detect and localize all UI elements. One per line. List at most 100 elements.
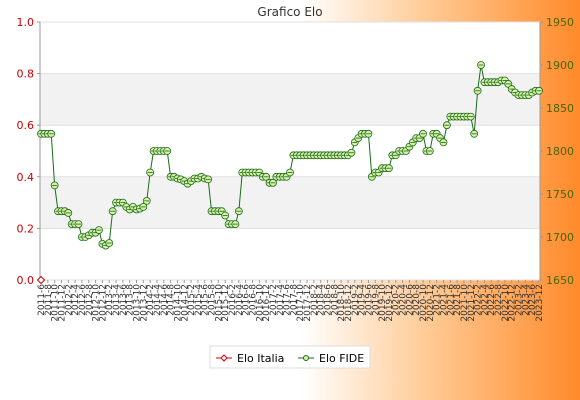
legend-fide-label: Elo FIDE <box>319 352 364 365</box>
x-tick-label: 2017-6 <box>283 284 293 316</box>
x-tick-label: 2017-2 <box>269 284 279 316</box>
x-tick-label: 2012-2 <box>64 284 74 316</box>
x-tick-label: 2018-2 <box>310 284 320 316</box>
fide-point <box>385 164 393 173</box>
x-tick-label: 2013-4 <box>112 284 122 316</box>
right-tick-label: 1950 <box>546 16 574 29</box>
x-tick-label: 2019-12 <box>385 284 395 322</box>
x-tick-label: 2015-10 <box>214 284 224 322</box>
x-tick-label: 2019-8 <box>371 284 381 316</box>
fide-point <box>50 181 59 190</box>
x-tick-label: 2022-10 <box>501 284 511 322</box>
right-axis: 1650 1700 1750 1800 1850 1900 1950 <box>539 16 574 287</box>
fide-point <box>231 220 240 229</box>
legend: Elo Italia Elo FIDE <box>209 345 371 369</box>
right-tick-label: 1800 <box>546 145 574 158</box>
x-tick-label: 2014-6 <box>160 284 170 316</box>
x-tick-label: 2016-4 <box>235 284 245 316</box>
x-tick-label: 2020-8 <box>412 284 422 316</box>
left-tick-label: 0.4 <box>17 171 35 184</box>
x-tick-label: 2022-4 <box>480 284 490 316</box>
x-axis: 2011-62011-82011-102011-122012-22012-420… <box>37 280 545 322</box>
fide-point <box>163 147 172 155</box>
x-tick-label: 2012-6 <box>78 284 88 316</box>
x-tick-label: 2021-10 <box>460 284 470 322</box>
x-tick-label: 2017-12 <box>303 284 313 322</box>
right-tick-label: 1850 <box>546 102 574 115</box>
x-tick-label: 2012-4 <box>71 284 81 316</box>
x-tick-label: 2019-10 <box>378 284 388 322</box>
x-tick-label: 2017-4 <box>276 284 286 316</box>
x-tick-label: 2013-2 <box>105 284 115 316</box>
x-tick-label: 2013-8 <box>126 284 136 316</box>
x-tick-label: 2023-2 <box>515 284 525 316</box>
right-tick-label: 1650 <box>546 274 574 287</box>
fide-point <box>108 207 117 216</box>
fide-point <box>364 129 373 138</box>
fide-point <box>535 86 543 95</box>
x-tick-label: 2023-12 <box>535 284 545 322</box>
fide-point <box>473 86 482 95</box>
left-tick-label: 1.0 <box>17 16 35 29</box>
x-tick-label: 2023-4 <box>521 284 531 316</box>
fide-point <box>470 129 479 138</box>
fide-point <box>443 121 451 130</box>
x-tick-label: 2018-10 <box>337 284 347 322</box>
fide-point <box>347 148 356 157</box>
x-tick-label: 2014-10 <box>173 284 183 322</box>
fide-point <box>425 147 434 155</box>
x-tick-label: 2012-8 <box>85 284 95 316</box>
legend-fide-marker <box>303 355 309 361</box>
x-tick-label: 2020-6 <box>405 284 415 316</box>
x-tick-label: 2017-10 <box>296 284 306 322</box>
x-tick-label: 2018-8 <box>330 284 340 316</box>
fide-point <box>139 202 148 211</box>
fide-point <box>466 112 475 121</box>
x-tick-label: 2015-2 <box>187 284 197 316</box>
x-tick-label: 2012-10 <box>92 284 102 322</box>
x-tick-label: 2011-6 <box>37 284 47 316</box>
fide-point <box>204 175 213 184</box>
left-tick-label: 0.6 <box>17 119 35 132</box>
x-tick-label: 2015-8 <box>208 284 218 316</box>
fide-point <box>146 168 155 177</box>
fide-point <box>262 172 271 181</box>
x-tick-label: 2018-4 <box>317 284 327 316</box>
x-tick-label: 2020-12 <box>426 284 436 322</box>
x-tick-label: 2016-8 <box>248 284 258 316</box>
x-tick-label: 2022-2 <box>474 284 484 316</box>
fide-point <box>439 138 448 147</box>
x-tick-label: 2021-8 <box>453 284 463 316</box>
x-tick-label: 2013-10 <box>133 284 143 322</box>
x-tick-label: 2019-2 <box>351 284 361 316</box>
fide-point <box>105 239 114 247</box>
x-tick-label: 2021-2 <box>433 284 443 316</box>
legend-box <box>209 345 371 369</box>
fide-point <box>47 129 56 138</box>
right-tick-label: 1900 <box>546 59 574 72</box>
x-tick-label: 2021-4 <box>439 284 449 316</box>
x-tick-label: 2011-8 <box>44 284 54 316</box>
x-tick-label: 2018-6 <box>324 284 334 316</box>
right-tick-label: 1700 <box>546 231 574 244</box>
x-tick-label: 2017-8 <box>289 284 299 316</box>
x-tick-label: 2015-6 <box>201 284 211 316</box>
left-tick-label: 0.2 <box>17 222 35 235</box>
x-tick-label: 2013-12 <box>139 284 149 322</box>
fide-point <box>477 61 485 69</box>
x-tick-label: 2016-12 <box>262 284 272 322</box>
italia-point-marker <box>36 275 46 285</box>
x-tick-label: 2016-2 <box>228 284 238 316</box>
x-tick-label: 2023-6 <box>528 284 538 316</box>
fide-point <box>74 220 83 229</box>
x-tick-label: 2014-8 <box>167 284 177 316</box>
fide-point <box>286 168 294 177</box>
x-tick-label: 2014-12 <box>180 284 190 322</box>
x-tick-label: 2016-6 <box>242 284 252 316</box>
right-tick-label: 1750 <box>546 188 574 201</box>
fide-point <box>234 207 243 216</box>
series-layer <box>36 61 543 285</box>
fide-point <box>269 178 277 187</box>
x-tick-label: 2020-4 <box>399 284 409 316</box>
